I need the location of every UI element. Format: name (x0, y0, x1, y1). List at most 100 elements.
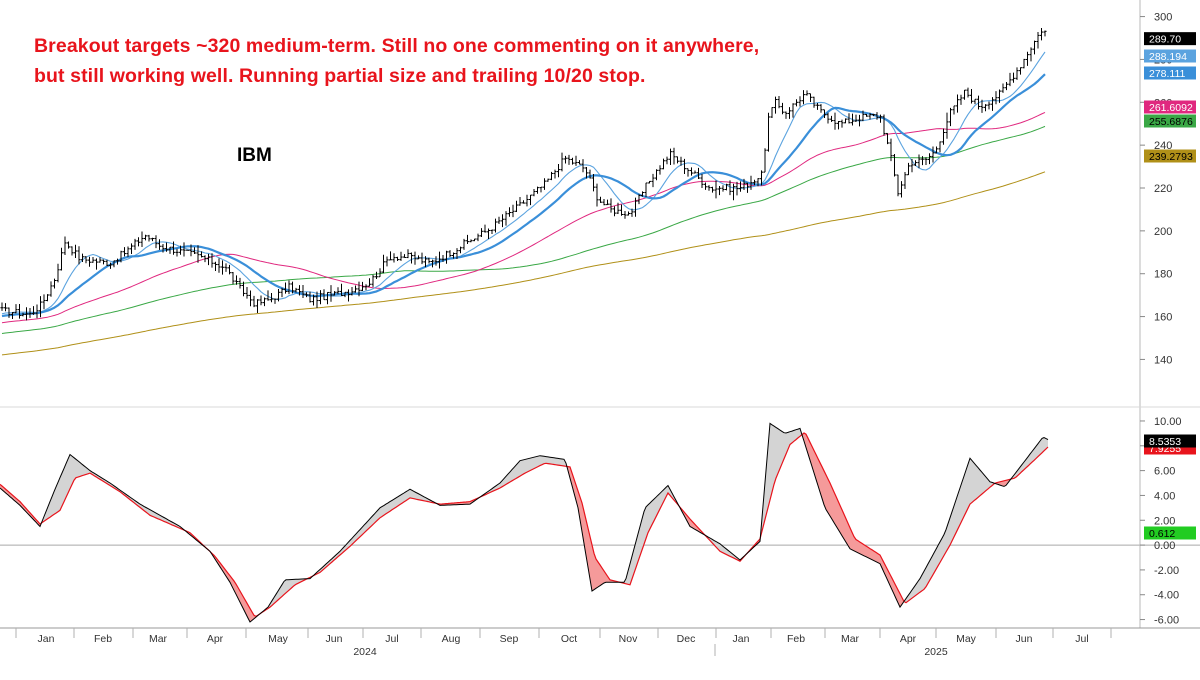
ohlc-bar (612, 206, 617, 217)
osc-fill-bullish (532, 457, 534, 470)
ohlc-bar (714, 180, 718, 199)
ohlc-bar (283, 282, 288, 294)
ohlc-bar (252, 295, 256, 308)
ohlc-bar (1004, 82, 1009, 91)
osc-fill-bullish (522, 459, 524, 475)
osc-fill-bearish (1004, 480, 1006, 487)
ohlc-bar (763, 148, 767, 173)
ohlc-bar (448, 250, 452, 258)
ohlc-bar (875, 112, 879, 120)
ohlc-bar (157, 239, 162, 250)
osc-fill-bullish (770, 423, 772, 500)
ohlc-bar (535, 186, 540, 194)
osc-fill-bullish (628, 563, 630, 585)
ohlc-bar (315, 291, 319, 308)
label-osc-value-text: 8.5353 (1149, 436, 1181, 448)
ohlc-bar (787, 107, 792, 119)
ohlc-bar (287, 280, 291, 295)
ohlc-bar (290, 281, 295, 294)
osc-fill-bearish (876, 552, 878, 563)
osc-fill-bullish (80, 462, 82, 477)
year-label: 2024 (353, 646, 377, 658)
ohlc-bar (269, 292, 274, 303)
ohlc-bar (969, 89, 974, 104)
osc-fill-bullish (640, 519, 642, 556)
ohlc-bar (77, 246, 81, 265)
osc-fill-bullish (74, 457, 76, 481)
osc-fill-bullish (402, 493, 404, 504)
osc-fill-bullish (398, 495, 400, 506)
ohlc-bar (45, 294, 50, 302)
osc-fill-bearish (870, 548, 872, 560)
osc-fill-bearish (594, 553, 596, 590)
label-osc-zero: 0.612 (1144, 526, 1196, 540)
osc-fill-bullish (908, 592, 910, 602)
osc-fill-bearish (588, 528, 590, 580)
ohlc-bar (192, 247, 197, 254)
osc-tick-label: -6.00 (1154, 615, 1179, 627)
osc-fill-bullish (538, 455, 540, 467)
osc-fill-bearish (578, 490, 580, 520)
ohlc-bar (854, 114, 858, 122)
label-ma100: 255.6876 (1144, 114, 1196, 128)
ohlc-bar (675, 156, 680, 164)
ohlc-bar (1022, 58, 1026, 69)
label-ma200-text: 239.2793 (1149, 151, 1193, 163)
ohlc-bar (1018, 67, 1023, 75)
ohlc-bar (388, 251, 393, 261)
ohlc-bar (423, 256, 428, 268)
osc-fill-bullish (388, 501, 390, 513)
ohlc-bar (462, 238, 466, 250)
ohlc-bar (955, 94, 960, 113)
osc-fill-bearish (844, 514, 846, 543)
osc-fill-bullish (932, 552, 934, 577)
osc-fill-bearish (592, 544, 594, 591)
label-osc-zero-text: 0.612 (1149, 528, 1175, 540)
osc-fill-bullish (638, 526, 640, 562)
osc-fill-bearish (878, 553, 880, 564)
osc-fill-bullish (958, 488, 960, 529)
osc-fill-bullish (324, 564, 326, 569)
osc-fill-bullish (922, 571, 924, 591)
ohlc-bar (343, 291, 347, 298)
osc-fill-bullish (1034, 446, 1036, 461)
osc-fill-bullish (648, 503, 650, 533)
osc-fill-bullish (914, 584, 916, 597)
osc-fill-bearish (824, 470, 826, 510)
osc-fill-bearish (838, 500, 840, 533)
ohlc-bar (49, 281, 53, 297)
ohlc-bar (640, 191, 645, 197)
osc-fill-bearish (822, 466, 824, 505)
ohlc-bar (703, 182, 708, 190)
ohlc-bar (1011, 72, 1016, 83)
ohlc-bar (924, 157, 928, 166)
ohlc-bar (927, 153, 932, 165)
osc-fill-bearish (252, 611, 254, 621)
label-ma100-bg (1144, 114, 1196, 128)
ohlc-bar (721, 185, 725, 192)
osc-fill-bullish (78, 460, 80, 478)
osc-fill-bearish (596, 559, 598, 589)
ohlc-bar (318, 290, 323, 305)
ohlc-bar (696, 167, 701, 180)
osc-fill-bullish (796, 429, 798, 440)
ohlc-bar (273, 298, 277, 304)
ohlc-bar (847, 113, 851, 124)
ohlc-bar (199, 251, 204, 258)
label-last-price: 289.70 (1144, 32, 1196, 46)
ohlc-bar (101, 259, 106, 265)
month-label: Mar (149, 633, 168, 645)
osc-fill-bullish (720, 543, 722, 553)
ohlc-bar (794, 99, 799, 107)
label-ma20: 278.111 (1144, 66, 1196, 80)
osc-tick-label: 10.00 (1154, 416, 1182, 428)
ohlc-bar (752, 179, 757, 186)
osc-fill-bullish (964, 470, 966, 517)
osc-fill-bullish (934, 549, 936, 573)
ohlc-bar (602, 198, 606, 206)
ohlc-bar (525, 194, 529, 207)
month-label: Aug (442, 633, 461, 645)
osc-fill-bearish (580, 496, 582, 532)
osc-fill-bearish (818, 458, 820, 492)
ohlc-bar (24, 307, 29, 321)
